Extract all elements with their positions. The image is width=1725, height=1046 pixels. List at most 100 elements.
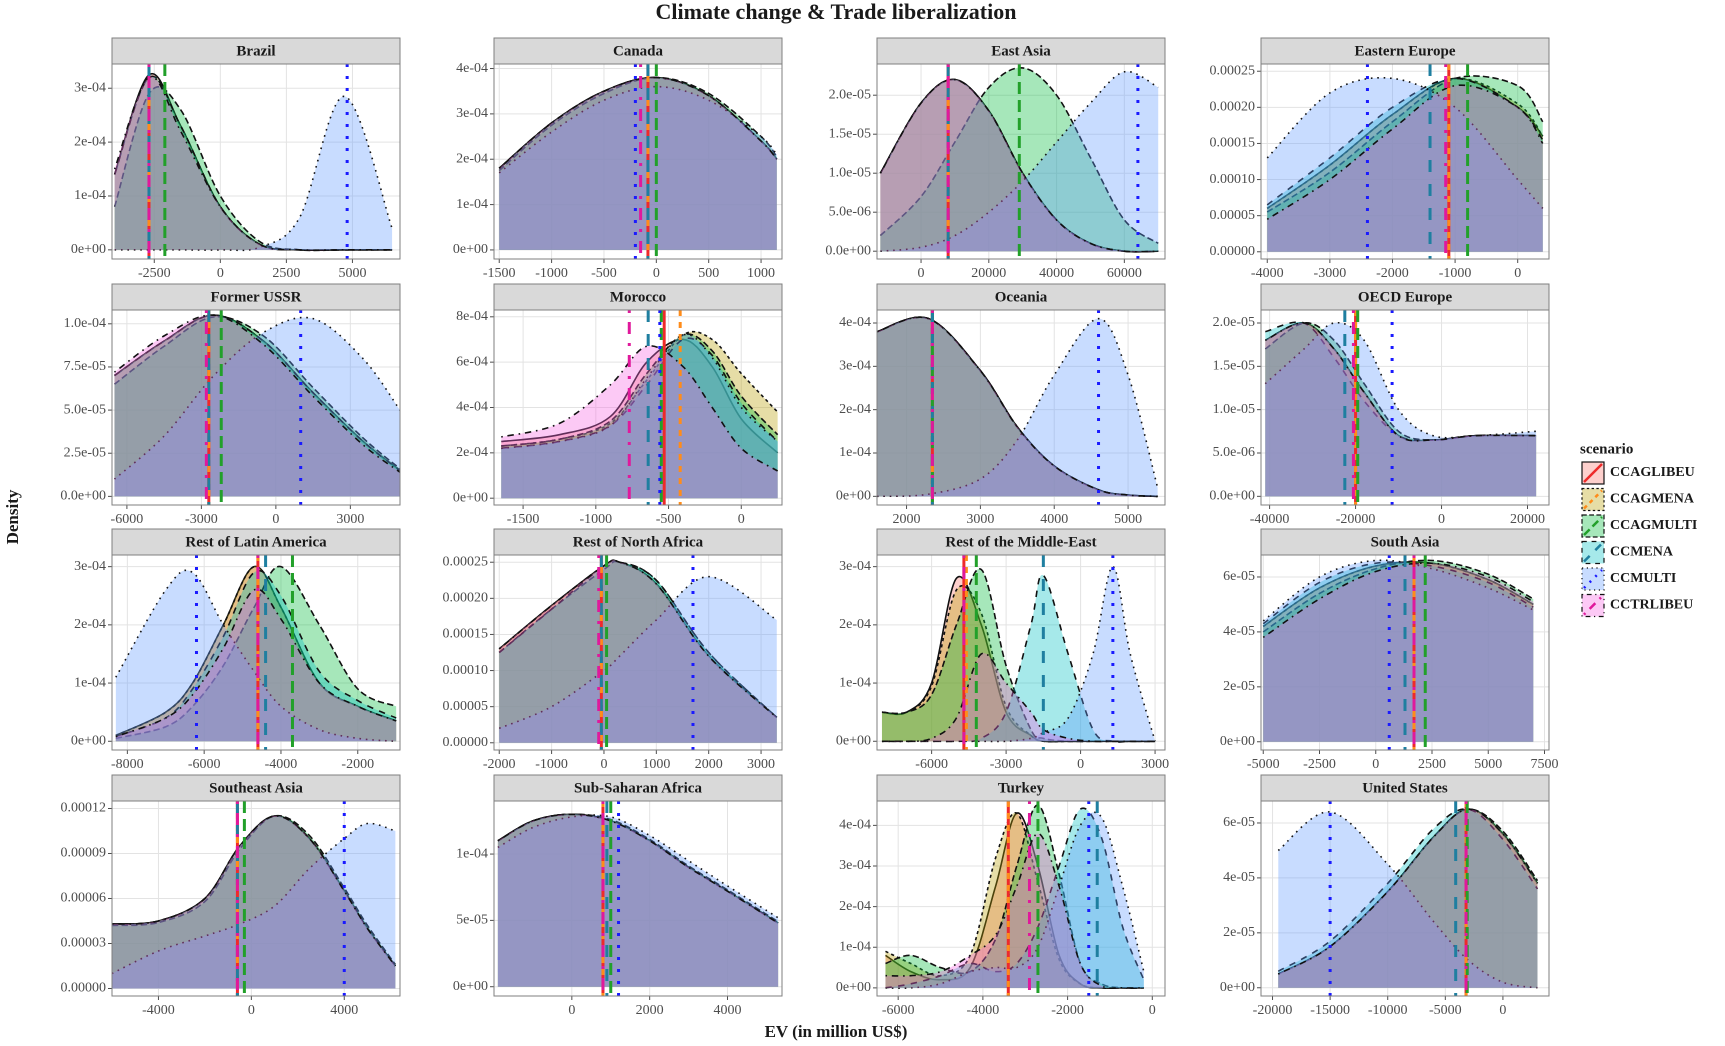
panel-border bbox=[876, 800, 1166, 997]
panel-title: Southeast Asia bbox=[209, 780, 303, 796]
x-tick-label: -2500 bbox=[138, 266, 171, 281]
plot-area bbox=[112, 801, 397, 996]
density-fill bbox=[1265, 322, 1537, 497]
density-curve bbox=[1277, 811, 1538, 989]
y-tick-label: 0.00005 bbox=[1210, 208, 1256, 223]
plot-area bbox=[113, 64, 393, 259]
panel-title: Brazil bbox=[236, 43, 275, 59]
x-tick-label: 20000 bbox=[1510, 512, 1545, 527]
legend-key-line bbox=[1583, 595, 1603, 616]
panel-title: Oceania bbox=[995, 289, 1048, 305]
panel: Turkey -6000 -4000 -2000 0 0e+00 1e-04 2e-04 3e-… bbox=[836, 774, 1166, 1018]
density-fill bbox=[114, 315, 400, 497]
density-fill bbox=[885, 833, 1144, 989]
y-tick-label: 1e-04 bbox=[839, 445, 871, 460]
density-fill bbox=[1267, 78, 1543, 252]
density-fill bbox=[1267, 85, 1543, 252]
density-fill bbox=[497, 814, 779, 987]
density-fill bbox=[499, 77, 777, 250]
density-curve bbox=[1262, 559, 1534, 622]
y-tick-label: 4e-05 bbox=[1223, 624, 1255, 639]
y-tick-label: 0.00012 bbox=[61, 801, 107, 816]
density-fill bbox=[501, 334, 778, 499]
density-fill bbox=[499, 77, 777, 250]
density-fill bbox=[499, 560, 777, 743]
density-fill bbox=[114, 315, 400, 497]
x-tick-label: 4000 bbox=[714, 1003, 742, 1018]
panel: Sub-Saharan Africa 0 2000 4000 0e+00 5e-05 1e-… bbox=[453, 774, 783, 1018]
density-curve bbox=[1262, 561, 1534, 625]
x-tick-label: -4000 bbox=[967, 1003, 1000, 1018]
density-fill bbox=[880, 79, 1159, 252]
y-tick-label: 5e-05 bbox=[456, 913, 488, 928]
density-curve bbox=[498, 559, 778, 719]
legend-key-line bbox=[1583, 542, 1603, 563]
panel: Rest of Latin America -8000 -6000 -4000 -200… bbox=[71, 528, 401, 772]
panel-border bbox=[1260, 63, 1550, 260]
panel-border bbox=[493, 554, 783, 751]
density-fill bbox=[1263, 563, 1534, 742]
y-tick-label: 1e-04 bbox=[74, 675, 106, 690]
x-tick-label: -15000 bbox=[1310, 1003, 1350, 1018]
density-curve bbox=[879, 78, 1159, 253]
density-curve bbox=[1264, 322, 1537, 442]
plot-area bbox=[1266, 64, 1544, 259]
panel-border bbox=[111, 554, 401, 751]
panel: Morocco -1500 -1000 -500 0 0e+00 2e-04 4e-04 6e-… bbox=[453, 283, 783, 527]
density-curve bbox=[113, 316, 400, 480]
density-fill bbox=[501, 331, 778, 499]
x-tick-label: -1000 bbox=[1439, 266, 1472, 281]
strip bbox=[1260, 283, 1550, 311]
density-fill bbox=[1267, 78, 1543, 252]
x-tick-label: 0 bbox=[568, 1003, 575, 1018]
density-fill bbox=[114, 317, 400, 497]
y-tick-label: 1e-04 bbox=[839, 675, 871, 690]
density-fill bbox=[112, 815, 396, 989]
y-tick-label: 2.5e-05 bbox=[64, 445, 106, 460]
y-tick-label: 0.0e+00 bbox=[825, 243, 871, 258]
density-fill bbox=[499, 77, 777, 250]
x-tick-label: -20000 bbox=[1336, 512, 1376, 527]
plot-area bbox=[497, 801, 779, 996]
y-tick-label: 0.00015 bbox=[1210, 136, 1256, 151]
y-tick-label: 0.0e+00 bbox=[60, 489, 106, 504]
y-tick-label: 1e-04 bbox=[74, 188, 106, 203]
x-tick-label: -2000 bbox=[1051, 1003, 1084, 1018]
density-fill bbox=[497, 814, 779, 987]
y-tick-label: 6e-04 bbox=[456, 354, 488, 369]
plot-area bbox=[877, 310, 1159, 505]
panel-title: Eastern Europe bbox=[1355, 43, 1456, 59]
panel: United States -20000 -15000 -10000 -5000 0 0e+… bbox=[1220, 774, 1550, 1018]
y-tick-label: 0e+00 bbox=[453, 242, 488, 257]
density-curve bbox=[885, 807, 1145, 989]
density-fill bbox=[114, 73, 393, 251]
x-tick-label: -3000 bbox=[1314, 266, 1347, 281]
density-curve bbox=[115, 570, 397, 738]
x-tick-label: 5000 bbox=[338, 266, 366, 281]
x-tick-label: -6000 bbox=[188, 757, 221, 772]
density-curve bbox=[880, 70, 1159, 252]
y-tick-label: 6e-05 bbox=[1223, 815, 1255, 830]
plot-area bbox=[113, 310, 400, 505]
density-fill bbox=[881, 568, 1156, 742]
density-fill bbox=[877, 317, 1158, 497]
x-tick-label: 1000 bbox=[642, 757, 670, 772]
density-curve bbox=[112, 822, 396, 975]
panel-background bbox=[112, 555, 400, 750]
y-tick-label: 1e-04 bbox=[456, 846, 488, 861]
panel-background bbox=[494, 64, 782, 259]
legend-label: CCTRLIBEU bbox=[1610, 598, 1693, 613]
panel-title: Rest of the Middle-East bbox=[945, 534, 1096, 550]
density-fill bbox=[114, 315, 400, 497]
density-curve bbox=[885, 804, 1144, 989]
panel-border bbox=[111, 800, 401, 997]
strip bbox=[1260, 774, 1550, 802]
panel-background bbox=[1261, 310, 1549, 505]
density-curve bbox=[1265, 321, 1537, 442]
x-tick-label: 0 bbox=[738, 512, 745, 527]
x-tick-label: 4000 bbox=[1040, 512, 1068, 527]
legend-key-line bbox=[1583, 516, 1603, 536]
legend-label: CCMENA bbox=[1610, 545, 1674, 560]
x-tick-label: -5000 bbox=[1247, 757, 1280, 772]
y-tick-label: 4e-04 bbox=[839, 818, 871, 833]
